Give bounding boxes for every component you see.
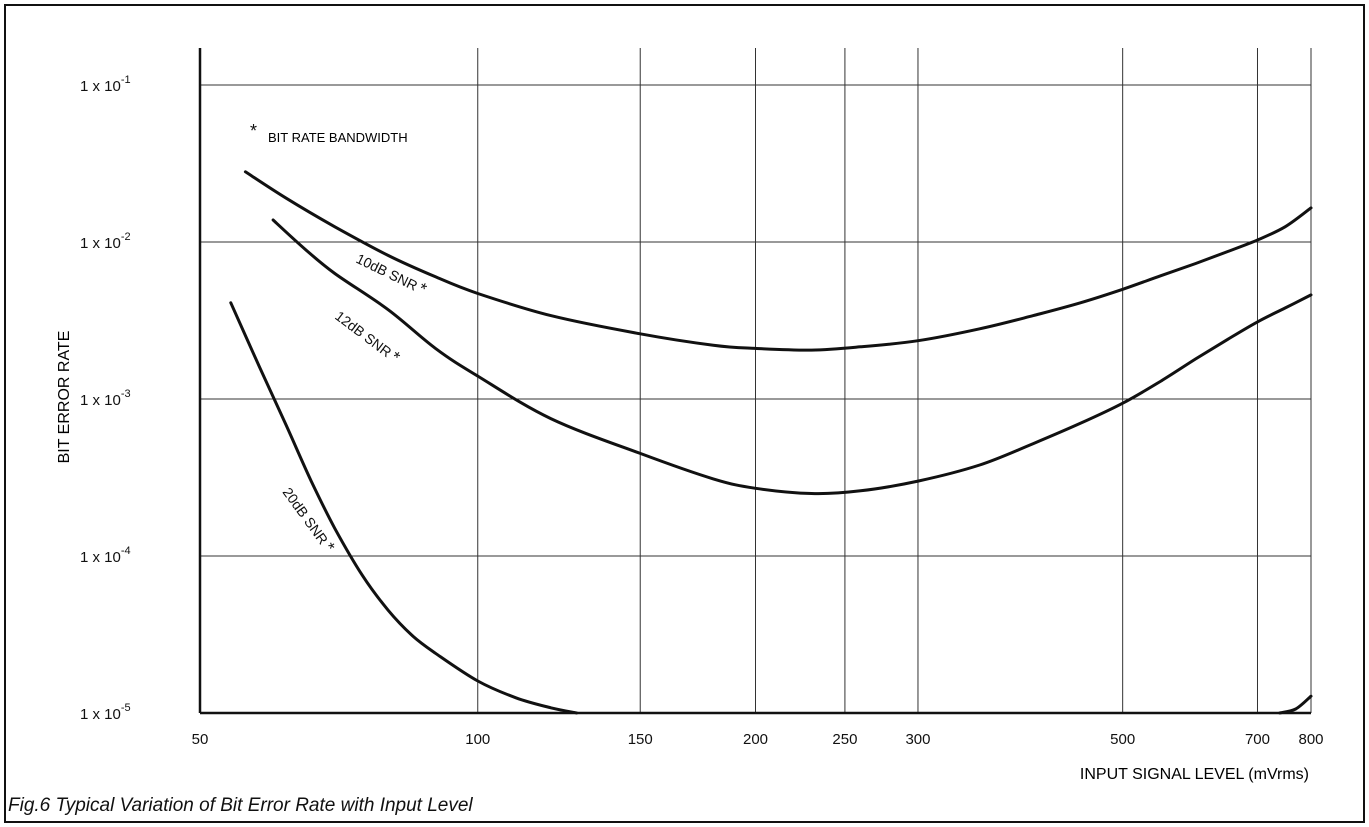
- x-tick-label: 100: [465, 731, 490, 748]
- x-axis-label: INPUT SIGNAL LEVEL (mVrms): [1080, 766, 1309, 783]
- x-tick-label: 500: [1110, 731, 1135, 748]
- x-tick-labels: 50 100 150 200 250 300 500 700 800: [192, 731, 1324, 748]
- y-tick-label: 1 x 10-4: [80, 545, 131, 566]
- figure-caption: Fig.6 Typical Variation of Bit Error Rat…: [8, 795, 473, 816]
- x-tick-label: 300: [905, 731, 930, 748]
- y-tick-label: 1 x 10-2: [80, 231, 131, 252]
- series-line-3: [1278, 694, 1313, 715]
- note-marker: *: [250, 121, 257, 141]
- curve-labels: 10dB SNR*12dB SNR*20dB SNR*: [279, 249, 430, 556]
- y-tick-label: 1 x 10-5: [80, 702, 131, 723]
- chart-frame: [4, 4, 1365, 823]
- curves: [229, 170, 1313, 715]
- y-tick-label: 1 x 10-3: [80, 388, 131, 409]
- x-tick-label: 700: [1245, 731, 1270, 748]
- series-line-0: [243, 170, 1313, 352]
- y-tick-label: 1 x 10-1: [80, 74, 131, 95]
- x-tick-label: 50: [192, 731, 209, 748]
- x-tick-label: 200: [743, 731, 768, 748]
- grid-lines: [200, 48, 1312, 713]
- note-text: BIT RATE BANDWIDTH: [268, 130, 408, 145]
- y-axis-label: BIT ERROR RATE: [56, 331, 73, 464]
- x-tick-label: 150: [628, 731, 653, 748]
- axes: [198, 48, 1311, 715]
- x-tick-label: 800: [1298, 731, 1323, 748]
- x-tick-label: 250: [832, 731, 857, 748]
- series-line-1: [271, 218, 1313, 496]
- series-line-2: [229, 301, 579, 715]
- y-tick-labels: 1 x 10-1 1 x 10-2 1 x 10-3 1 x 10-4 1 x 10-5: [80, 74, 131, 723]
